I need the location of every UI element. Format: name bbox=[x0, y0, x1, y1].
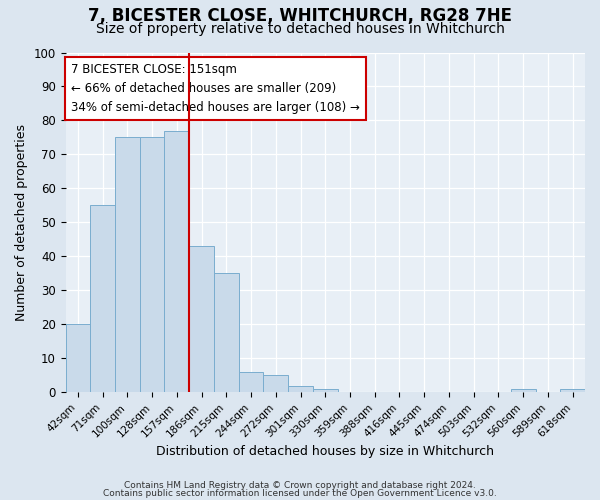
Text: Contains public sector information licensed under the Open Government Licence v3: Contains public sector information licen… bbox=[103, 488, 497, 498]
Bar bbox=[288, 386, 313, 392]
Bar bbox=[140, 138, 164, 392]
Text: 7 BICESTER CLOSE: 151sqm
← 66% of detached houses are smaller (209)
34% of semi-: 7 BICESTER CLOSE: 151sqm ← 66% of detach… bbox=[71, 62, 359, 114]
Text: 7, BICESTER CLOSE, WHITCHURCH, RG28 7HE: 7, BICESTER CLOSE, WHITCHURCH, RG28 7HE bbox=[88, 8, 512, 26]
X-axis label: Distribution of detached houses by size in Whitchurch: Distribution of detached houses by size … bbox=[156, 444, 494, 458]
Bar bbox=[239, 372, 263, 392]
Text: Size of property relative to detached houses in Whitchurch: Size of property relative to detached ho… bbox=[95, 22, 505, 36]
Bar bbox=[313, 389, 338, 392]
Text: Contains HM Land Registry data © Crown copyright and database right 2024.: Contains HM Land Registry data © Crown c… bbox=[124, 481, 476, 490]
Bar bbox=[65, 324, 90, 392]
Y-axis label: Number of detached properties: Number of detached properties bbox=[15, 124, 28, 321]
Bar bbox=[214, 274, 239, 392]
Bar bbox=[90, 206, 115, 392]
Bar bbox=[511, 389, 536, 392]
Bar bbox=[560, 389, 585, 392]
Bar bbox=[263, 376, 288, 392]
Bar bbox=[189, 246, 214, 392]
Bar bbox=[115, 138, 140, 392]
Bar bbox=[164, 130, 189, 392]
